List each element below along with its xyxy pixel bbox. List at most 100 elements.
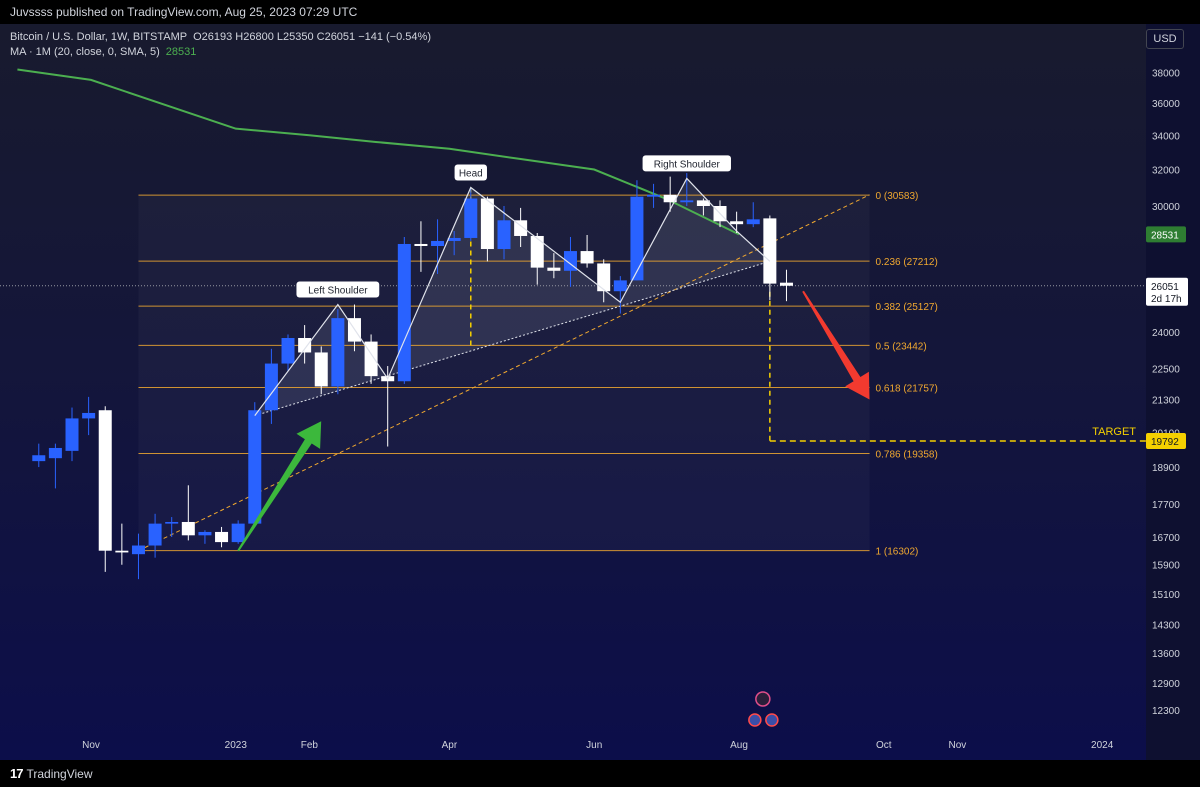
candle-body bbox=[181, 521, 195, 536]
x-tick-label: 2023 bbox=[225, 740, 248, 751]
candle-body bbox=[131, 545, 145, 555]
candle-body bbox=[613, 280, 627, 292]
candle-body bbox=[464, 198, 478, 238]
y-tick-label: 18900 bbox=[1152, 463, 1180, 474]
pattern-label-box bbox=[296, 281, 380, 298]
y-tick-label: 15100 bbox=[1152, 590, 1180, 601]
candle-body bbox=[281, 338, 295, 364]
fib-level-label-1: 1 (16302) bbox=[876, 547, 919, 558]
candle-body bbox=[115, 550, 129, 553]
ma-price-badge-label: 28531 bbox=[1151, 230, 1179, 241]
earnings-event-icon bbox=[755, 691, 771, 707]
economic-event-icon bbox=[748, 713, 762, 727]
candle-body bbox=[746, 219, 760, 225]
y-tick-label: 22500 bbox=[1152, 365, 1180, 376]
fib-level-label-0.236: 0.236 (27212) bbox=[876, 257, 938, 268]
fib-level-label-0.786: 0.786 (19358) bbox=[876, 450, 938, 461]
candle-body bbox=[680, 200, 694, 203]
target-label: TARGET bbox=[1092, 426, 1136, 438]
arrow-up-icon bbox=[237, 421, 322, 552]
candle-body bbox=[663, 194, 677, 203]
y-tick-label: 12900 bbox=[1152, 679, 1180, 690]
x-tick-label: 2024 bbox=[1091, 740, 1114, 751]
candle-body bbox=[148, 523, 162, 546]
economic-event-icon bbox=[765, 713, 779, 727]
candle-body bbox=[215, 531, 229, 543]
x-tick-label: Nov bbox=[82, 740, 100, 751]
candle-body bbox=[530, 235, 544, 268]
pattern-label-head: Head bbox=[459, 168, 483, 179]
target-price-badge-label: 19792 bbox=[1151, 437, 1179, 448]
candle-body bbox=[696, 200, 710, 206]
candle-body bbox=[447, 237, 461, 241]
candle-body bbox=[364, 341, 378, 377]
chart-legend: Bitcoin / U.S. Dollar, 1W, BITSTAMP O261… bbox=[10, 30, 431, 60]
pattern-label-left-shoulder: Left Shoulder bbox=[308, 286, 368, 297]
pattern-outline bbox=[254, 177, 771, 417]
symbol-label[interactable]: Bitcoin / U.S. Dollar, 1W, BITSTAMP bbox=[10, 31, 188, 43]
y-tick-label: 24000 bbox=[1152, 328, 1180, 339]
y-tick-label: 38000 bbox=[1152, 68, 1180, 79]
ma-price-badge bbox=[1146, 226, 1186, 243]
tradingview-logo[interactable]: 17 TradingView bbox=[10, 766, 93, 781]
candle-body bbox=[48, 447, 62, 459]
ma-line bbox=[17, 68, 740, 236]
candle-body bbox=[231, 523, 245, 543]
pattern-shaded-area bbox=[254, 178, 770, 416]
candle-body bbox=[314, 352, 328, 387]
candle-body bbox=[630, 196, 644, 281]
candle-body bbox=[431, 240, 445, 246]
y-tick-label: 15900 bbox=[1152, 561, 1180, 572]
candle-body bbox=[65, 418, 79, 451]
tradingview-logo-icon: 17 bbox=[10, 766, 24, 781]
candle-body bbox=[397, 243, 411, 382]
candle-body bbox=[98, 410, 112, 551]
candle-body bbox=[730, 221, 744, 225]
y-tick-label: 30000 bbox=[1152, 202, 1180, 213]
price-axis[interactable] bbox=[1146, 24, 1200, 760]
candle-body bbox=[763, 218, 777, 284]
y-tick-label: 32000 bbox=[1152, 166, 1180, 177]
fib-level-label-0.618: 0.618 (21757) bbox=[876, 384, 938, 395]
pattern-label-right-shoulder: Right Shoulder bbox=[654, 159, 721, 170]
plot-area[interactable] bbox=[0, 24, 1146, 760]
ohlc-readout: O26193 H26800 L25350 C26051 −141 (−0.54%… bbox=[193, 31, 431, 43]
candle-body bbox=[82, 412, 96, 419]
candle-body bbox=[298, 338, 312, 353]
pattern-neckline bbox=[254, 260, 771, 417]
fib-level-label-0.382: 0.382 (25127) bbox=[876, 302, 938, 313]
ma-indicator-value: 28531 bbox=[165, 46, 197, 58]
y-tick-label: 13600 bbox=[1152, 649, 1180, 660]
candle-body bbox=[580, 251, 594, 264]
y-tick-label: 36000 bbox=[1152, 99, 1180, 110]
candle-body bbox=[331, 318, 345, 387]
fib-level-label-0.5: 0.5 (23442) bbox=[876, 341, 927, 352]
y-tick-label: 12300 bbox=[1152, 706, 1180, 717]
target-price-badge bbox=[1146, 433, 1186, 450]
candle-body bbox=[198, 531, 212, 536]
bar-countdown-label: 2d 17h bbox=[1151, 294, 1182, 305]
current-price-badge bbox=[1146, 277, 1188, 306]
arrow-down-icon bbox=[802, 290, 870, 400]
ma-indicator-label[interactable]: MA · 1M (20, close, 0, SMA, 5) bbox=[10, 46, 160, 58]
candle-body bbox=[647, 194, 661, 197]
published-by-text: Juvssss published on TradingView.com, Au… bbox=[10, 5, 358, 19]
tradingview-brand-text: TradingView bbox=[26, 766, 93, 781]
y-tick-label: 21300 bbox=[1152, 396, 1180, 407]
fib-level-label-0: 0 (30583) bbox=[876, 191, 919, 202]
x-tick-label: Aug bbox=[730, 740, 748, 751]
candle-body bbox=[165, 521, 179, 524]
candle-body bbox=[514, 220, 528, 236]
pattern-label-box bbox=[642, 155, 731, 172]
candle-body bbox=[779, 282, 793, 286]
candle-body bbox=[32, 455, 46, 462]
candle-body bbox=[547, 267, 561, 271]
y-tick-label: 17700 bbox=[1152, 500, 1180, 511]
currency-button[interactable]: USD bbox=[1146, 29, 1184, 49]
candle-body bbox=[248, 410, 262, 524]
x-tick-label: Feb bbox=[301, 740, 319, 751]
y-tick-label: 16700 bbox=[1152, 533, 1180, 544]
pattern-label-box bbox=[454, 164, 487, 181]
